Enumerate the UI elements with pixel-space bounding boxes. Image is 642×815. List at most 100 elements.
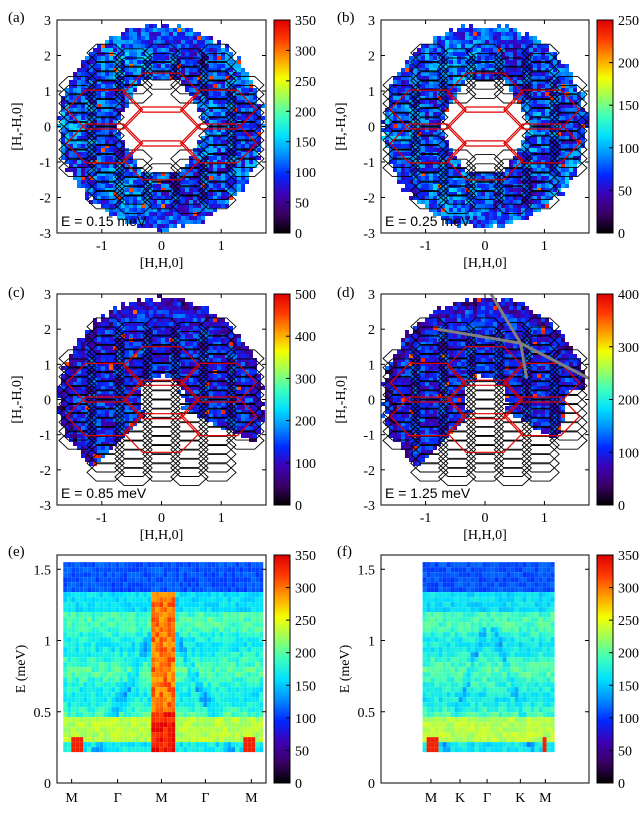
heat-cell	[97, 330, 101, 334]
heat-cell	[89, 454, 93, 458]
heat-cell	[173, 208, 177, 212]
heat-cell	[145, 172, 149, 176]
heat-cell	[109, 346, 113, 350]
heat-cell	[129, 36, 133, 40]
heat-cell	[113, 160, 117, 164]
heat-cell	[457, 72, 461, 76]
heat-cell	[189, 200, 193, 204]
bz-hexagon-small	[58, 394, 97, 414]
heat-cell	[453, 88, 457, 92]
heat-cell	[109, 446, 113, 450]
bz-hexagon-small	[114, 167, 153, 187]
heat-cell	[157, 362, 161, 366]
heat-cell	[549, 116, 553, 120]
heat-cell	[561, 76, 565, 80]
heat-cell	[541, 156, 545, 160]
heat-cell	[457, 200, 461, 204]
heat-cell	[501, 76, 505, 80]
heat-cell	[553, 132, 557, 136]
heat-cell	[229, 80, 233, 84]
heat-cell	[213, 200, 217, 204]
heat-cell	[165, 358, 169, 362]
heat-cell	[473, 224, 477, 228]
heat-cell	[245, 144, 249, 148]
heat-cell	[165, 56, 169, 60]
heat-cell	[481, 36, 485, 40]
heat-cell	[133, 52, 137, 56]
heat-cell	[541, 176, 545, 180]
heat-cell	[513, 32, 517, 36]
heat-cell	[241, 108, 245, 112]
heat-cell	[129, 208, 133, 212]
heat-cell	[233, 334, 237, 338]
heat-cell	[165, 76, 169, 80]
heat-cell	[477, 200, 481, 204]
heat-cell	[257, 104, 261, 108]
heat-cell	[109, 84, 113, 88]
heat-cell	[213, 112, 217, 116]
heat-cell	[565, 180, 569, 184]
heat-cell	[541, 144, 545, 148]
heat-cell	[409, 188, 413, 192]
bz-hexagon-small	[114, 48, 153, 67]
heat-cell	[453, 204, 457, 208]
heat-cell	[173, 172, 177, 176]
heat-cell	[105, 164, 109, 168]
heat-cell	[521, 172, 525, 176]
bz-hexagon-small	[58, 94, 97, 113]
bz-hexagon-small	[437, 149, 477, 168]
heat-cell	[89, 136, 93, 140]
heat-cell	[385, 132, 389, 136]
heat-cell	[421, 164, 425, 168]
heat-cell	[121, 212, 125, 216]
heat-cell	[201, 76, 205, 80]
heat-cell	[461, 44, 465, 48]
heat-cell	[489, 52, 493, 56]
heat-cell	[561, 96, 565, 100]
heat-cell	[177, 208, 181, 212]
heat-cell	[525, 160, 529, 164]
bz-hexagon-small	[86, 454, 125, 473]
heat-cell	[573, 168, 577, 172]
heat-cell	[461, 196, 465, 200]
heat-cell	[221, 386, 225, 390]
heat-cell	[173, 310, 177, 314]
heat-cell	[229, 326, 233, 330]
heat-cell	[161, 310, 165, 314]
heat-cell	[237, 60, 241, 64]
heat-cell	[121, 36, 125, 40]
heat-cell	[185, 36, 189, 40]
heat-cell	[249, 362, 253, 366]
heat-cell	[237, 152, 241, 156]
heat-cell	[133, 414, 137, 418]
heat-cell	[177, 64, 181, 68]
heat-cell	[153, 314, 157, 318]
heat-cell	[525, 208, 529, 212]
heat-cell	[113, 44, 117, 48]
heat-cell	[209, 326, 213, 330]
heat-cell	[421, 104, 425, 108]
heat-cell	[73, 168, 77, 172]
heat-cell	[529, 80, 533, 84]
heat-cell	[209, 76, 213, 80]
heat-cell	[257, 402, 261, 406]
heat-cell	[205, 152, 209, 156]
heat-cell	[413, 72, 417, 76]
heat-cell	[217, 338, 221, 342]
heat-cell	[105, 136, 109, 140]
heat-cell	[197, 390, 201, 394]
heat-cell	[189, 342, 193, 346]
heat-cell	[137, 36, 141, 40]
heat-cell	[217, 414, 221, 418]
heat-cell	[417, 72, 421, 76]
heat-cell	[501, 28, 505, 32]
heat-cell	[497, 48, 501, 52]
heat-cell	[253, 96, 257, 100]
heat-cell	[193, 394, 197, 398]
heat-cell	[529, 152, 533, 156]
heat-cell	[117, 326, 121, 330]
heat-cell	[109, 172, 113, 176]
heat-cell	[141, 326, 145, 330]
heat-cell	[565, 132, 569, 136]
heat-cell	[573, 128, 577, 132]
